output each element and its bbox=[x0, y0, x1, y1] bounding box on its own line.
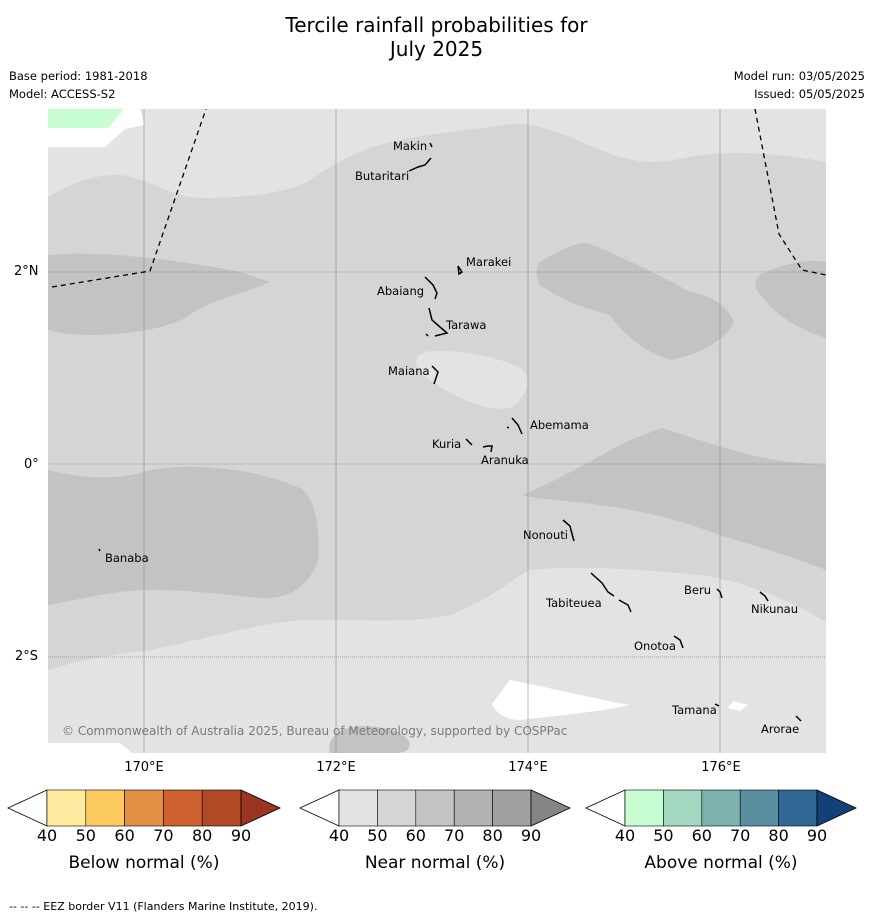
colorbar-tick-label: 40 bbox=[614, 826, 636, 845]
islands bbox=[98, 142, 802, 722]
colorbar-segment bbox=[201, 789, 242, 827]
colorbar-tick-label: 60 bbox=[114, 826, 135, 845]
legend-title-near-normal: Near normal (%) bbox=[364, 853, 506, 873]
map-title-line1: Tercile rainfall probabilities for bbox=[285, 13, 588, 37]
issued-date: Issued: 05/05/2025 bbox=[754, 87, 865, 101]
copyright-notice: © Commonwealth of Australia 2025, Bureau… bbox=[62, 724, 568, 738]
place-label-nonouti: Nonouti bbox=[523, 528, 568, 542]
place-label-onotoa: Onotoa bbox=[634, 639, 676, 653]
place-label-abaiang: Abaiang bbox=[377, 284, 425, 298]
place-label-makin: Makin bbox=[393, 139, 428, 153]
colorbar-tick-label: 90 bbox=[806, 826, 828, 845]
colorbar-near-normal bbox=[299, 789, 571, 827]
near-normal-40-50-area bbox=[48, 109, 826, 198]
lat-label-0: 0° bbox=[24, 457, 39, 472]
above-normal-40-50-patch bbox=[48, 109, 124, 128]
place-label-beru: Beru bbox=[684, 583, 711, 597]
near-normal-40-50-south bbox=[48, 567, 826, 753]
colorbar-segment bbox=[338, 789, 378, 827]
colorbar-segment bbox=[377, 789, 417, 827]
colorbar-tick-label: 40 bbox=[328, 826, 350, 845]
place-label-tabiteuea: Tabiteuea bbox=[546, 596, 602, 610]
colorbar-tick-label: 70 bbox=[153, 826, 174, 845]
colorbar-above-normal bbox=[585, 789, 857, 827]
place-label-tamana: Tamana bbox=[672, 703, 717, 717]
near-normal-60-70-east bbox=[536, 243, 734, 360]
colorbar-segment bbox=[46, 789, 87, 827]
place-label-tarawa: Tarawa bbox=[446, 318, 487, 332]
colorbar-extend-high bbox=[530, 789, 571, 827]
place-label-arorae: Arorae bbox=[761, 722, 800, 736]
colorbar-segment bbox=[453, 789, 493, 827]
colorbar-tick-label: 90 bbox=[230, 826, 252, 845]
colorbar-extend-low bbox=[585, 789, 626, 827]
colorbar-segment bbox=[624, 789, 664, 827]
place-label-abemama: Abemama bbox=[530, 418, 589, 432]
probability-field bbox=[48, 109, 826, 753]
near-normal-60-70-bottom bbox=[329, 726, 410, 753]
colorbar-tick-label: 80 bbox=[482, 826, 503, 845]
colorbar-extend-high bbox=[240, 789, 281, 827]
model-name: Model: ACCESS-S2 bbox=[9, 87, 116, 101]
colorbar-segment bbox=[663, 789, 703, 827]
place-label-banaba: Banaba bbox=[105, 551, 149, 565]
colorbar-segment bbox=[492, 789, 532, 827]
lon-label-174e: 174°E bbox=[508, 760, 548, 775]
lon-label-172e: 172°E bbox=[316, 760, 356, 775]
colorbar-tick-label: 60 bbox=[405, 826, 426, 845]
eez-footnote: -- -- -- EEZ border V11 (Flanders Marine… bbox=[9, 900, 318, 913]
base-period: Base period: 1981-2018 bbox=[9, 69, 148, 83]
model-run: Model run: 03/05/2025 bbox=[733, 69, 865, 83]
colorbar-segment bbox=[778, 789, 818, 827]
colorbar-segment bbox=[701, 789, 741, 827]
map-title-line2: July 2025 bbox=[389, 37, 484, 61]
graticule bbox=[143, 109, 721, 753]
place-label-butaritari: Butaritari bbox=[355, 169, 410, 183]
colorbar-segment bbox=[124, 789, 164, 827]
near-normal-60-70-southeast bbox=[522, 428, 826, 570]
near-normal-40-50-patch bbox=[415, 350, 528, 409]
colorbars bbox=[7, 789, 857, 827]
colorbar-segment bbox=[415, 789, 455, 827]
colorbar-tick-label: 80 bbox=[768, 826, 789, 845]
lat-label-2n: 2°N bbox=[14, 264, 39, 279]
colorbar-segment bbox=[85, 789, 125, 827]
colorbar-extend-high bbox=[816, 789, 857, 827]
lon-label-170e: 170°E bbox=[124, 760, 164, 775]
colorbar-extend-low bbox=[7, 789, 48, 827]
place-label-marakei: Marakei bbox=[466, 255, 512, 269]
near-normal-60-70-southwest bbox=[48, 466, 319, 605]
near-normal-60-70-far-east bbox=[755, 260, 826, 338]
colorbar-tick-label: 60 bbox=[691, 826, 712, 845]
lon-label-176e: 176°E bbox=[701, 760, 741, 775]
legend-title-below-normal: Below normal (%) bbox=[68, 853, 220, 873]
colorbar-tick-label: 80 bbox=[192, 826, 213, 845]
colorbar-tick-label: 70 bbox=[730, 826, 751, 845]
lat-label-2s: 2°S bbox=[15, 649, 39, 664]
colorbar-tick-label: 90 bbox=[520, 826, 542, 845]
colorbar-segment bbox=[739, 789, 779, 827]
colorbar-tick-label: 50 bbox=[75, 826, 96, 845]
colorbar-below-normal bbox=[7, 789, 281, 827]
place-label-aranuka: Aranuka bbox=[481, 453, 529, 467]
near-normal-60-70-west bbox=[48, 253, 270, 335]
eez-border bbox=[51, 109, 826, 288]
no-category-patch-arorae bbox=[728, 701, 748, 711]
place-label-nikunau: Nikunau bbox=[751, 602, 799, 616]
colorbar-extend-low bbox=[299, 789, 340, 827]
graticule-latitudes bbox=[48, 271, 826, 658]
no-category-patch-south bbox=[492, 680, 630, 720]
colorbar-tick-label: 70 bbox=[444, 826, 465, 845]
place-label-kuria: Kuria bbox=[432, 437, 462, 451]
colorbar-tick-label: 50 bbox=[367, 826, 388, 845]
no-category-patch-sw bbox=[48, 743, 132, 753]
legend-title-above-normal: Above normal (%) bbox=[644, 853, 798, 873]
place-label-maiana: Maiana bbox=[388, 364, 430, 378]
colorbar-tick-label: 40 bbox=[36, 826, 58, 845]
colorbar-tick-labels: 40 50 60 70 80 90 40 50 60 70 80 90 40 50 60 70 80 90 bbox=[0, 826, 873, 850]
colorbar-tick-label: 50 bbox=[653, 826, 674, 845]
colorbar-segment bbox=[163, 789, 203, 827]
